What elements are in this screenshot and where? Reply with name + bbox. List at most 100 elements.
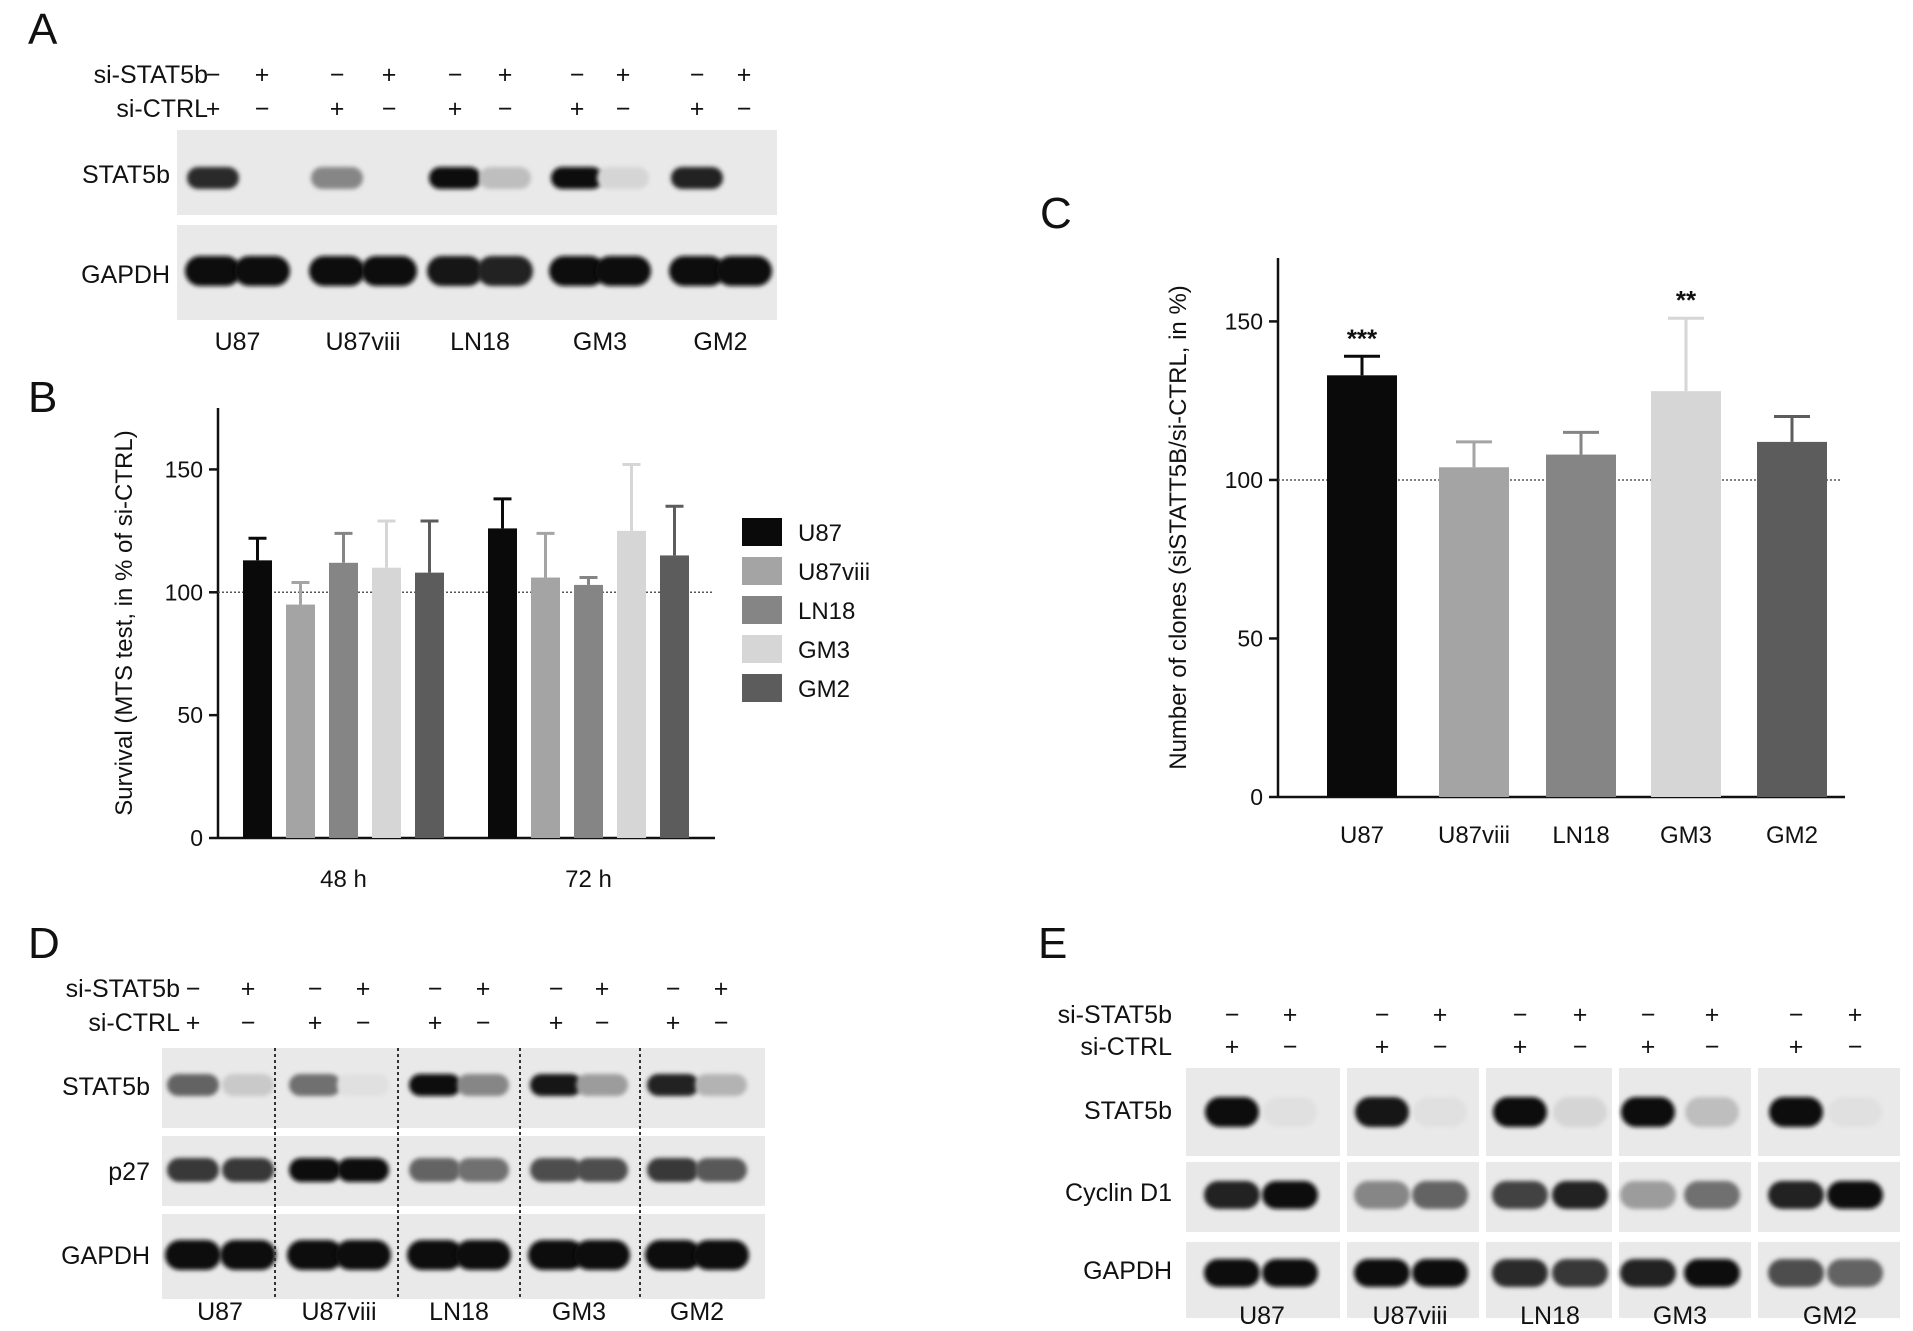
cell-line-label: LN18 — [1520, 1302, 1580, 1330]
bar-ln18 — [329, 562, 358, 838]
gapdh-band — [477, 256, 533, 286]
si-stat5b-sign: − — [1375, 1001, 1390, 1029]
si-ctrl-sign: − — [382, 95, 397, 123]
row-label-cyclin-d1: Cyclin D1 — [1065, 1179, 1172, 1207]
y-axis-label: Survival (MTS test, in % of si-CTRL) — [111, 430, 138, 815]
si-ctrl-sign: + — [448, 95, 463, 123]
x-category-label: 72 h — [565, 866, 612, 893]
si-stat5b-sign: + — [476, 975, 491, 1003]
legend-label: GM2 — [798, 676, 850, 703]
si-stat5b-sign: − — [549, 975, 564, 1003]
gapdh-band — [287, 1240, 343, 1270]
stat5b-band — [1263, 1097, 1317, 1127]
stat5b-band — [187, 167, 239, 189]
stat5b-band — [1553, 1097, 1607, 1127]
cyclin-d1-band — [1492, 1181, 1548, 1209]
si-ctrl-sign: + — [186, 1009, 201, 1037]
cyclin-d1-band — [1620, 1181, 1676, 1209]
gapdh-band — [574, 1240, 630, 1270]
si-stat5b-sign: − — [186, 975, 201, 1003]
si-stat5b-sign: + — [1283, 1001, 1298, 1029]
x-category-label: LN18 — [1552, 822, 1609, 849]
gapdh-band — [220, 1240, 276, 1270]
si-stat5b-sign: + — [241, 975, 256, 1003]
si-ctrl-sign: + — [1513, 1033, 1528, 1061]
bar-u87 — [488, 528, 517, 838]
stat5b-band — [1828, 1097, 1882, 1127]
cell-line-label: LN18 — [429, 1298, 489, 1326]
cell-line-label: U87 — [1239, 1302, 1285, 1330]
gapdh-band — [234, 256, 290, 286]
bar-u87 — [1327, 375, 1397, 797]
gapdh-band — [309, 256, 365, 286]
legend-swatch — [742, 635, 782, 663]
treatment-label-si-stat5b: si-STAT5b — [1058, 1001, 1172, 1029]
si-stat5b-sign: + — [1573, 1001, 1588, 1029]
gapdh-band — [1492, 1259, 1548, 1287]
gapdh-band — [427, 256, 483, 286]
treatment-label-si-stat5b: si-STAT5b — [94, 61, 208, 89]
gapdh-band — [361, 256, 417, 286]
si-ctrl-sign: + — [570, 95, 585, 123]
p27-band — [289, 1158, 341, 1182]
row-label-stat5b: STAT5b — [82, 161, 170, 189]
si-ctrl-sign: − — [714, 1009, 729, 1037]
legend-swatch — [742, 518, 782, 546]
stat5b-band — [647, 1074, 699, 1096]
si-stat5b-sign: − — [206, 61, 221, 89]
bar-u87viii — [531, 577, 560, 838]
y-axis-label: Number of clones (siSTATT5B/si-CTRL, in … — [1165, 285, 1192, 770]
si-ctrl-sign: − — [1848, 1033, 1863, 1061]
y-tick-label: 50 — [1237, 625, 1263, 651]
stat5b-band — [1685, 1097, 1739, 1127]
bar-gm3 — [617, 530, 646, 838]
stat5b-band — [167, 1074, 219, 1096]
significance-marker: *** — [1347, 323, 1378, 353]
gapdh-band — [1768, 1259, 1824, 1287]
gapdh-band — [407, 1240, 463, 1270]
stat5b-band — [289, 1074, 341, 1096]
si-ctrl-sign: + — [1225, 1033, 1240, 1061]
si-stat5b-sign: + — [498, 61, 513, 89]
gapdh-band — [1552, 1259, 1608, 1287]
gapdh-band — [549, 256, 605, 286]
stat5b-band — [1493, 1097, 1547, 1127]
cyclin-d1-band — [1768, 1181, 1824, 1209]
p27-band — [337, 1158, 389, 1182]
si-stat5b-sign: − — [666, 975, 681, 1003]
gapdh-band — [455, 1240, 511, 1270]
stat5b-band — [409, 1074, 461, 1096]
gapdh-band — [1684, 1259, 1740, 1287]
stat5b-band — [671, 167, 723, 189]
x-category-label: 48 h — [320, 866, 367, 893]
p27-band — [647, 1158, 699, 1182]
si-stat5b-sign: + — [595, 975, 610, 1003]
bar-gm3 — [1651, 391, 1721, 797]
si-stat5b-sign: − — [690, 61, 705, 89]
gapdh-band — [693, 1240, 749, 1270]
si-stat5b-sign: + — [714, 975, 729, 1003]
gapdh-band — [645, 1240, 701, 1270]
si-stat5b-sign: − — [1641, 1001, 1656, 1029]
p27-band — [167, 1158, 219, 1182]
gapdh-band — [1262, 1259, 1318, 1287]
si-stat5b-sign: − — [570, 61, 585, 89]
si-ctrl-sign: − — [255, 95, 270, 123]
panel-letter-e: E — [1038, 919, 1067, 968]
si-stat5b-sign: + — [1433, 1001, 1448, 1029]
si-ctrl-sign: − — [1573, 1033, 1588, 1061]
stat5b-band — [311, 167, 363, 189]
stat5b-band — [530, 1074, 582, 1096]
bar-u87viii — [286, 604, 315, 838]
stat5b-band — [1355, 1097, 1409, 1127]
p27-band — [695, 1158, 747, 1182]
si-stat5b-sign: + — [356, 975, 371, 1003]
cell-line-label: GM2 — [670, 1298, 724, 1326]
si-ctrl-sign: + — [308, 1009, 323, 1037]
gapdh-band — [669, 256, 725, 286]
significance-marker: ** — [1676, 285, 1697, 315]
panel-letter-a: A — [28, 5, 58, 54]
treatment-label-si-ctrl: si-CTRL — [88, 1009, 180, 1037]
si-stat5b-sign: − — [308, 975, 323, 1003]
si-ctrl-sign: + — [666, 1009, 681, 1037]
